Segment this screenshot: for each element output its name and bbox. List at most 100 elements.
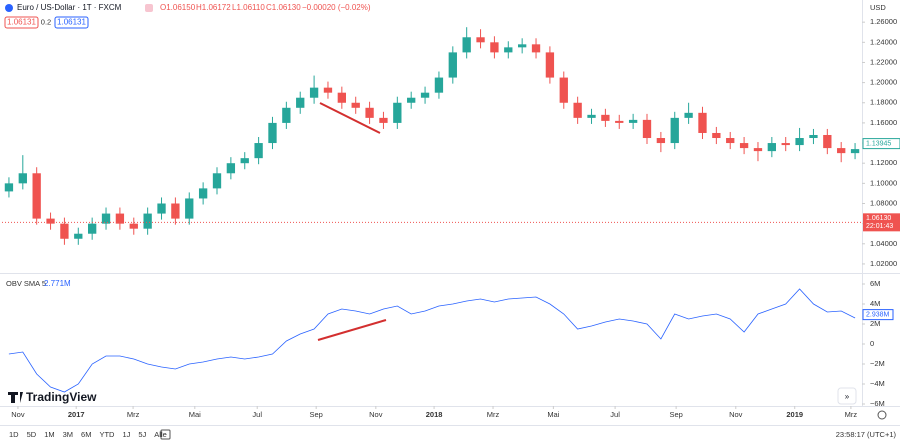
y-tick-label: 1.08000 bbox=[870, 198, 897, 207]
range-button[interactable]: 1M bbox=[44, 430, 54, 439]
candle-body bbox=[129, 223, 138, 229]
y-tick-label: 4M bbox=[870, 299, 880, 308]
y-tick-label: 1.02000 bbox=[870, 259, 897, 268]
candle-body bbox=[4, 183, 14, 192]
range-button[interactable]: 5D bbox=[27, 430, 37, 439]
candle-body bbox=[351, 102, 360, 108]
candle-body bbox=[323, 87, 333, 93]
scroll-icon[interactable]: » bbox=[845, 392, 850, 401]
candle-body bbox=[143, 213, 152, 229]
sell-button[interactable] bbox=[4, 16, 39, 29]
candle-body bbox=[101, 213, 111, 224]
indicator-title: OBV SMA 5 bbox=[6, 279, 46, 288]
candle-body bbox=[531, 44, 541, 53]
trendline-drawing[interactable] bbox=[317, 319, 387, 341]
y-tick-label: 1.04000 bbox=[870, 239, 897, 248]
x-tick-label: Nov bbox=[11, 410, 25, 419]
x-tick-label: Mai bbox=[547, 410, 559, 419]
candle-body bbox=[171, 203, 180, 219]
range-button[interactable]: YTD bbox=[99, 430, 115, 439]
y-tick-label: 1.22000 bbox=[870, 57, 897, 66]
ohlc-open: O1.06150 bbox=[160, 3, 196, 12]
candle-body bbox=[642, 119, 652, 139]
ohlc-close: C1.06130 bbox=[266, 3, 301, 12]
range-button[interactable]: 3M bbox=[63, 430, 73, 439]
candle-body bbox=[240, 158, 249, 164]
candle-body bbox=[753, 148, 763, 152]
candle-body bbox=[573, 102, 582, 118]
candle-body bbox=[88, 223, 97, 234]
logo-icon bbox=[8, 392, 23, 403]
currency-label[interactable]: USD bbox=[870, 3, 886, 12]
candle-body bbox=[46, 218, 55, 224]
scroll-button[interactable] bbox=[837, 387, 857, 405]
clock: 23:58:17 (UTC+1) bbox=[836, 430, 897, 439]
candle-body bbox=[781, 143, 790, 146]
candle-body bbox=[379, 117, 388, 123]
x-tick-label: Nov bbox=[729, 410, 743, 419]
logo[interactable]: TradingView bbox=[26, 390, 97, 404]
settings-icon[interactable] bbox=[877, 410, 887, 420]
range-button[interactable]: 1D bbox=[9, 430, 19, 439]
candle-body bbox=[296, 97, 305, 108]
y-tick-label: 1.10000 bbox=[870, 178, 897, 187]
candle-body bbox=[795, 138, 804, 146]
last-close-badge bbox=[862, 138, 900, 150]
range-button[interactable]: 1J bbox=[122, 430, 130, 439]
candle-body bbox=[393, 102, 402, 123]
candle-body bbox=[587, 114, 596, 118]
candle-body bbox=[628, 119, 638, 123]
x-tick-label: Jul bbox=[610, 410, 620, 419]
date-range-icon[interactable] bbox=[160, 429, 171, 440]
x-tick-label: 2019 bbox=[786, 410, 803, 419]
candle-body bbox=[74, 233, 83, 239]
candle-body bbox=[365, 107, 374, 118]
range-button[interactable]: 5J bbox=[138, 430, 146, 439]
candle-body bbox=[601, 114, 610, 121]
candle-body bbox=[504, 47, 513, 53]
ohlc-change: −0.00020 (−0.02%) bbox=[302, 3, 371, 12]
candle-body bbox=[767, 143, 776, 152]
y-tick-label: 0 bbox=[870, 339, 874, 348]
candle-body bbox=[282, 107, 291, 123]
bid-price[interactable]: 1.06131 bbox=[7, 18, 36, 27]
buy-button[interactable] bbox=[54, 16, 89, 29]
candle-body bbox=[157, 203, 166, 214]
symbol-title[interactable]: Euro / US-Dollar · 1T · FXCM bbox=[17, 3, 122, 12]
candle-body bbox=[545, 52, 555, 78]
y-tick-label: 2M bbox=[870, 319, 880, 328]
last-close-label: 1.13945 bbox=[866, 140, 891, 147]
candle-body bbox=[434, 77, 444, 93]
candle-body bbox=[809, 134, 818, 139]
ask-price[interactable]: 1.06131 bbox=[57, 18, 86, 27]
range-button[interactable]: 6M bbox=[81, 430, 91, 439]
candle-body bbox=[420, 92, 430, 98]
x-tick-label: Sep bbox=[669, 410, 682, 419]
y-tick-label: 1.26000 bbox=[870, 17, 897, 26]
x-tick-label: Mrz bbox=[845, 410, 858, 419]
x-tick-label: Jul bbox=[252, 410, 262, 419]
candle-body bbox=[115, 213, 125, 224]
y-tick-label: 1.20000 bbox=[870, 78, 897, 87]
candle-body bbox=[226, 163, 236, 174]
x-tick-label: 2017 bbox=[68, 410, 85, 419]
candle-body bbox=[18, 173, 27, 184]
range-buttons: 1D 5D 1M 3M 6M YTD 1J 5J Alle bbox=[9, 430, 167, 439]
candle-body bbox=[185, 198, 194, 219]
candle-body bbox=[712, 132, 721, 139]
x-tick-label: Mai bbox=[189, 410, 201, 419]
candle-body bbox=[60, 223, 69, 239]
ohlc-low: L1.06110 bbox=[232, 3, 265, 12]
trendline-drawing[interactable] bbox=[319, 102, 381, 134]
y-tick-label: −4M bbox=[870, 379, 885, 388]
candle-body bbox=[670, 117, 679, 144]
candle-body bbox=[476, 37, 485, 43]
flag-icon bbox=[145, 4, 153, 12]
range-button[interactable]: Alle bbox=[154, 430, 167, 439]
price-badge bbox=[863, 213, 900, 232]
candle-body bbox=[462, 37, 471, 53]
candle-body bbox=[726, 138, 735, 144]
candle-body bbox=[518, 44, 527, 48]
spread: 0.2 bbox=[41, 17, 51, 26]
